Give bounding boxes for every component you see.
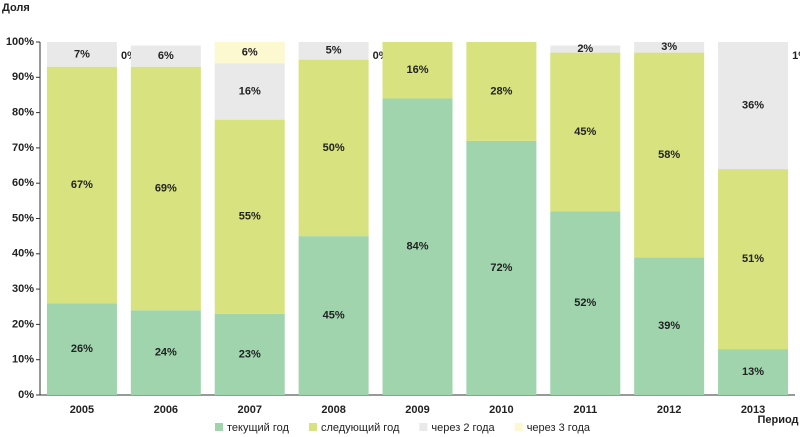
bar-segment [130,45,201,67]
y-tick-label: 100% [6,36,34,48]
data-label: 84% [406,241,428,253]
y-tick-label: 80% [12,107,34,119]
data-label: 16% [406,64,428,76]
data-label: 26% [71,343,93,355]
x-tick-label: 2008 [321,404,345,416]
data-label: 28% [490,85,512,97]
bar-segment [130,310,201,395]
bar-segment [214,119,285,314]
data-label: 69% [155,182,177,194]
x-tick-label: 2010 [489,404,513,416]
data-label: 24% [155,347,177,359]
bar-segment [298,59,369,237]
data-label: 3% [661,41,677,53]
bar-segment [46,42,117,67]
data-label: 6% [158,50,174,62]
data-label: 50% [323,142,345,154]
x-tick-label: 2012 [657,404,681,416]
data-label: 1% [792,50,800,62]
legend-label: следующий год [321,422,400,434]
bar-segment [466,42,537,141]
bar-segment [634,257,705,395]
bar-segment [718,42,789,170]
bar-segment [130,66,201,311]
y-tick-label: 70% [12,142,34,154]
y-tick-label: 50% [12,212,34,224]
data-label: 5% [326,45,342,57]
bar-segment [382,98,453,395]
x-axis-label: Период [757,414,798,426]
bar-segment [718,169,789,350]
bar-segment [298,42,369,60]
data-label: 16% [239,85,261,97]
x-tick-label: 2005 [70,404,94,416]
y-tick-label: 0% [18,389,34,401]
legend-swatch [308,423,317,431]
y-tick-label: 40% [12,248,34,260]
x-tick-label: 2011 [573,404,597,416]
bar-segment [214,63,285,120]
legend-swatch [419,423,428,431]
legend-label: текущий год [227,422,290,434]
bar-segment [718,349,789,395]
data-label: 2% [577,43,593,55]
bar-segment [214,313,285,395]
data-label: 13% [742,366,764,378]
bar-segment [214,42,285,64]
legend-swatch [514,423,523,431]
y-tick-label: 60% [12,177,34,189]
y-tick-label: 30% [12,283,34,295]
data-label: 51% [742,253,764,265]
y-axis-label: Доля [2,2,30,14]
data-label: 23% [239,348,261,360]
data-label: 45% [323,309,345,321]
y-tick-label: 10% [12,354,34,366]
bar-segment [634,52,705,258]
legend-swatch [215,423,223,431]
data-label: 67% [71,179,93,191]
data-label: 7% [74,48,90,60]
bar-segment [382,42,453,99]
bar-segment [550,211,621,395]
bar-segment [46,303,117,395]
data-label: 6% [242,46,258,58]
bar-segment [46,66,117,304]
x-tick-label: 2013 [741,404,765,416]
bar-segment [550,52,621,212]
data-label: 58% [658,149,680,161]
legend-label: через 3 года [527,422,591,434]
bar-segment [298,236,369,395]
x-tick-label: 2007 [237,404,261,416]
data-label: 36% [742,99,764,111]
legend-label: через 2 года [431,422,495,434]
bar-segment [550,45,621,53]
data-label: 55% [239,211,261,223]
data-label: 39% [658,320,680,332]
x-tick-label: 2009 [405,404,429,416]
bar-segment [634,42,705,53]
bar-segment [466,140,537,395]
x-tick-label: 2006 [154,404,178,416]
y-tick-label: 90% [12,71,34,83]
data-label: 45% [574,126,596,138]
y-tick-label: 20% [12,318,34,330]
data-label: 72% [490,262,512,274]
data-label: 52% [574,297,596,309]
